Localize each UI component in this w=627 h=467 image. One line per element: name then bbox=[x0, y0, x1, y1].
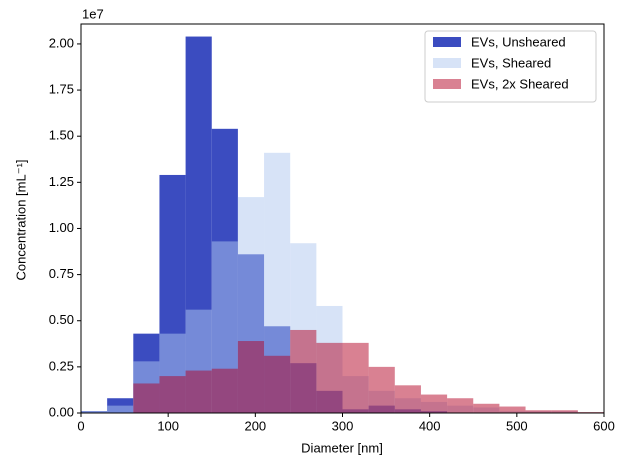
y-tick-label: 1.75 bbox=[49, 82, 74, 97]
histogram-bar bbox=[290, 329, 317, 413]
histogram-bar bbox=[551, 410, 578, 413]
histogram-bar bbox=[81, 411, 108, 413]
y-tick-label: 1.50 bbox=[49, 128, 74, 143]
legend-box bbox=[424, 30, 597, 103]
x-tick-label: 100 bbox=[157, 418, 179, 433]
histogram-bar bbox=[237, 341, 265, 413]
x-tick-label: 400 bbox=[419, 418, 441, 433]
y-offset-label: 1e7 bbox=[82, 6, 104, 21]
legend-swatch bbox=[433, 37, 461, 47]
histogram-bar bbox=[447, 398, 474, 413]
x-tick-label: 0 bbox=[77, 418, 84, 433]
histogram-bar bbox=[107, 405, 134, 413]
x-tick-label: 600 bbox=[593, 418, 615, 433]
histogram-bar bbox=[473, 403, 500, 413]
x-tick-label: 500 bbox=[506, 418, 528, 433]
x-tick-label: 200 bbox=[244, 418, 266, 433]
x-axis-label: Diameter [nm] bbox=[301, 440, 383, 455]
y-tick-label: 0.75 bbox=[49, 266, 74, 281]
y-tick-label: 1.25 bbox=[49, 174, 74, 189]
y-tick-label: 0.50 bbox=[49, 312, 74, 327]
legend: EVs, Unsheared EVs, Sheared EVs, 2x Sheare… bbox=[424, 30, 597, 103]
legend-label: EVs, Sheared bbox=[471, 55, 551, 70]
legend-label: EVs, Unsheared bbox=[471, 34, 566, 49]
y-tick-label: 0.00 bbox=[49, 404, 74, 419]
histogram-bar bbox=[316, 342, 343, 413]
histogram-bar bbox=[211, 368, 238, 413]
histogram-bar bbox=[159, 376, 186, 413]
legend-swatch bbox=[433, 79, 461, 89]
y-tick-label: 1.00 bbox=[49, 220, 74, 235]
histogram-bar bbox=[499, 406, 526, 413]
histogram-bar bbox=[394, 385, 421, 413]
histogram-bar bbox=[368, 366, 395, 413]
legend-label: EVs, 2x Sheared bbox=[471, 76, 569, 91]
histogram-bar bbox=[342, 342, 369, 413]
histogram-bar bbox=[185, 370, 212, 413]
legend-swatch bbox=[433, 58, 461, 68]
histogram-bar bbox=[525, 410, 552, 413]
y-tick-label: 0.25 bbox=[49, 358, 74, 373]
y-axis-label: Concentration [mL⁻¹] bbox=[13, 159, 28, 280]
y-tick-label: 2.00 bbox=[49, 35, 74, 50]
histogram-bar bbox=[420, 394, 448, 413]
histogram-bar bbox=[133, 383, 160, 413]
histogram-bar bbox=[264, 355, 291, 413]
x-tick-label: 300 bbox=[332, 418, 354, 433]
